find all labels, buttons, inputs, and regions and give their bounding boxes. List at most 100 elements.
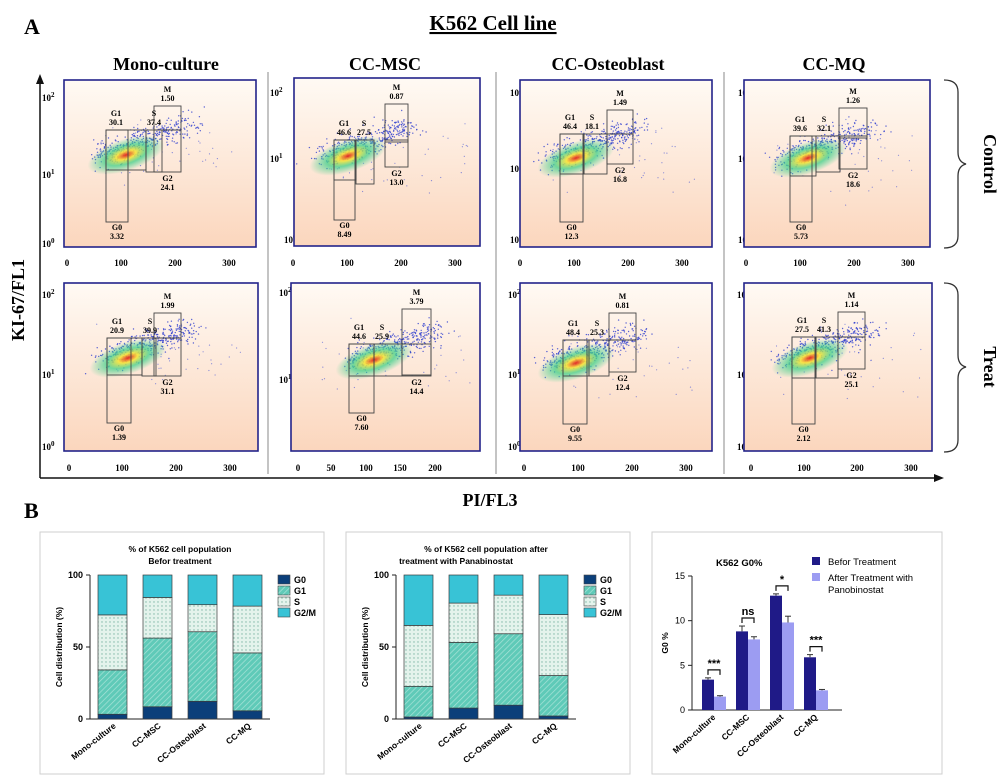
point (199, 142, 201, 144)
point (849, 140, 851, 143)
point (622, 139, 624, 141)
point (158, 133, 160, 136)
point (646, 126, 648, 128)
point (463, 155, 465, 157)
point (107, 137, 110, 139)
bar (770, 595, 782, 710)
point (557, 143, 559, 145)
brace-treat (943, 282, 967, 453)
point (349, 135, 352, 137)
point (612, 378, 614, 380)
y-tick-label: 0 (680, 705, 685, 715)
point (688, 181, 691, 183)
point (161, 127, 163, 129)
point (599, 336, 602, 338)
significance-label: *** (708, 658, 722, 670)
point (170, 127, 172, 129)
point (634, 138, 636, 140)
point (152, 133, 154, 136)
point (920, 348, 922, 351)
point (169, 334, 171, 337)
point (546, 143, 549, 145)
point (358, 135, 360, 137)
point (386, 138, 389, 140)
point (778, 146, 781, 149)
legend-swatch (277, 585, 291, 596)
bar-segment (97, 669, 128, 715)
point (191, 124, 193, 127)
point (182, 111, 184, 113)
point (641, 177, 643, 179)
point (874, 133, 876, 136)
point (628, 131, 631, 134)
point (202, 351, 204, 353)
point (155, 331, 157, 333)
point (855, 339, 857, 342)
point (411, 356, 414, 358)
point (124, 136, 126, 138)
point (846, 340, 849, 342)
point (453, 330, 455, 332)
point (620, 338, 622, 340)
point (181, 331, 183, 334)
point (819, 129, 822, 131)
point (632, 341, 634, 343)
point (848, 337, 850, 339)
point (861, 333, 863, 336)
legend-swatch (277, 607, 291, 618)
point (599, 135, 602, 138)
point (623, 342, 625, 345)
tick: 50 (327, 463, 337, 473)
gate-name-s: S (822, 115, 827, 124)
point (178, 126, 180, 129)
point (671, 145, 673, 147)
point (617, 332, 619, 334)
point (351, 135, 353, 138)
point (631, 328, 634, 330)
point (630, 128, 633, 131)
point (646, 129, 649, 131)
point (842, 131, 845, 133)
point (318, 150, 321, 152)
point (851, 139, 854, 142)
gate-name-g0: G0 (570, 425, 580, 434)
point (175, 328, 177, 330)
significance-bracket (809, 646, 823, 652)
point (397, 133, 399, 135)
point (188, 153, 190, 155)
point (373, 337, 375, 339)
point (376, 132, 378, 134)
gate-value-g2: 12.4 (616, 383, 630, 392)
column-title-mono-culture: Mono-culture (113, 54, 219, 74)
gate-name-g2: G2 (848, 171, 858, 180)
point (420, 347, 422, 350)
gate-value-g1: 46.6 (337, 128, 351, 137)
point (447, 137, 449, 139)
point (376, 336, 379, 338)
point (395, 128, 397, 130)
point (841, 128, 843, 130)
point (360, 346, 362, 348)
point (147, 130, 149, 133)
gate-s (355, 139, 375, 185)
point (402, 128, 404, 130)
point (433, 332, 436, 334)
point (612, 142, 614, 144)
point (402, 122, 404, 125)
point (171, 140, 173, 142)
point (634, 132, 636, 134)
point (854, 163, 856, 165)
point (415, 345, 418, 348)
tick: 300 (448, 258, 462, 268)
point (392, 333, 394, 335)
point (855, 338, 858, 340)
point (397, 131, 399, 133)
point (399, 130, 401, 132)
point (387, 131, 389, 133)
point (96, 148, 98, 150)
point (170, 340, 172, 343)
point (619, 147, 621, 149)
point (169, 360, 171, 362)
